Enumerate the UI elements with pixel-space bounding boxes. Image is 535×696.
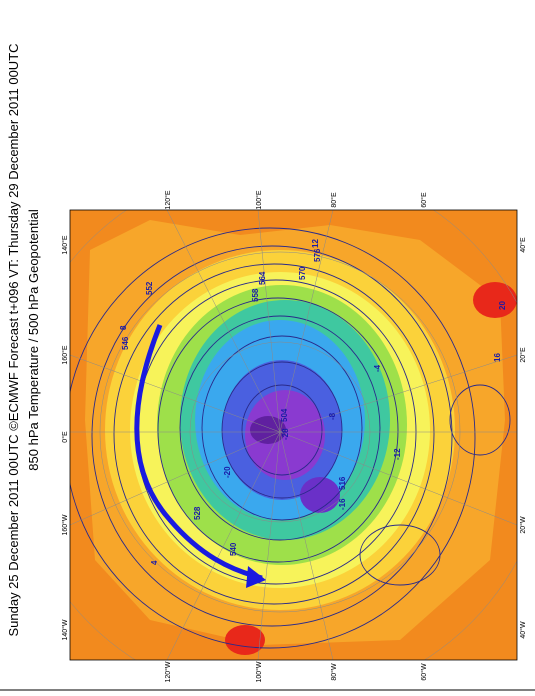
contour-label: 546 bbox=[121, 336, 130, 350]
lon-label: 120°E bbox=[164, 190, 172, 209]
contour-label: 564 bbox=[258, 271, 267, 285]
contour-label: -8 bbox=[328, 412, 337, 420]
contour-label: -28 bbox=[281, 428, 290, 440]
contour-label: 576 bbox=[313, 248, 322, 262]
lon-label: 100°E bbox=[255, 190, 263, 209]
lon-label: 60°E bbox=[420, 192, 428, 208]
subtitle: 850 hPa Temperature / 500 hPa Geopotenti… bbox=[26, 209, 41, 471]
lon-label: 40°W bbox=[519, 621, 527, 639]
lon-label: 140°E bbox=[61, 235, 69, 254]
lon-label: 80°W bbox=[330, 663, 338, 681]
map-area bbox=[70, 210, 517, 660]
jet-arrow bbox=[134, 324, 263, 581]
arrow-head bbox=[246, 566, 266, 588]
contour-label: -16 bbox=[338, 498, 347, 510]
contour-label: 558 bbox=[251, 288, 260, 302]
map-frame bbox=[69, 209, 518, 661]
lon-label: 120°W bbox=[164, 661, 172, 682]
contour-label: -20 bbox=[223, 466, 232, 478]
contour-label: 540 bbox=[229, 542, 238, 556]
contour-labels: 576 570 564 558 552 546 540 528 516 504 … bbox=[119, 239, 507, 565]
contour-label: -12 bbox=[393, 448, 402, 460]
contour-label: 516 bbox=[338, 476, 347, 490]
lon-label: 40°E bbox=[519, 237, 527, 253]
contour-label: 12 bbox=[311, 239, 320, 248]
lon-label: 100°W bbox=[255, 661, 263, 682]
lon-label: 20°E bbox=[519, 347, 527, 363]
contour-label: 8 bbox=[119, 325, 128, 330]
contour-label: 4 bbox=[150, 560, 159, 565]
contour-label: 528 bbox=[193, 506, 202, 520]
lon-label: 80°E bbox=[330, 192, 338, 208]
lon-label: 160°E bbox=[61, 345, 69, 364]
contour-label: 504 bbox=[280, 408, 289, 422]
contour-label: 570 bbox=[298, 266, 307, 280]
lon-label: 140°W bbox=[61, 619, 69, 640]
lon-label: 0°E bbox=[61, 431, 69, 443]
lon-label: 60°W bbox=[420, 663, 428, 681]
lon-label: 160°W bbox=[61, 514, 69, 535]
contour-label: 16 bbox=[493, 353, 502, 362]
contour-label: -4 bbox=[373, 364, 382, 372]
contour-label: 552 bbox=[145, 281, 154, 295]
title: Sunday 25 December 2011 00UTC ©ECMWF For… bbox=[6, 43, 21, 636]
graticule bbox=[70, 210, 517, 660]
contour-label: 20 bbox=[498, 301, 507, 310]
lon-label: 20°W bbox=[519, 516, 527, 534]
